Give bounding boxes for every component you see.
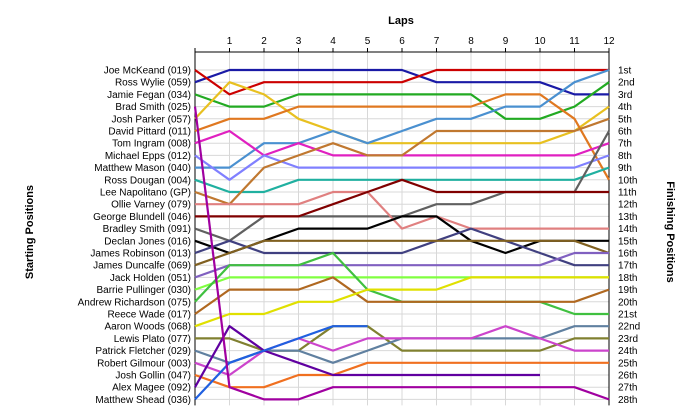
finishing-position-label: 19th <box>618 285 637 296</box>
starting-position-label: Josh Gollin (047) <box>115 371 191 382</box>
starting-position-label: Ollie Varney (079) <box>111 200 191 211</box>
finishing-position-labels: 1st2nd3rd4th5th6th7th8th9th10th11th12th1… <box>618 66 640 406</box>
starting-position-label: Alex Magee (092) <box>112 383 191 394</box>
finishing-position-label: 14th <box>618 224 637 235</box>
chart-title: Laps <box>388 15 414 27</box>
series-line <box>195 68 610 169</box>
finishing-position-label: 18th <box>618 273 637 284</box>
starting-position-label: Lee Napolitano (GP) <box>100 188 191 199</box>
starting-position-label: Jamie Fegan (034) <box>107 90 191 101</box>
starting-position-label: Matthew Shead (036) <box>95 395 191 406</box>
finishing-position-label: 2nd <box>618 78 635 89</box>
series-line <box>195 178 609 218</box>
x-tick-label: 12 <box>603 36 615 47</box>
x-tick-label: 6 <box>399 36 405 47</box>
series-line <box>194 68 609 96</box>
x-tick-label: 11 <box>569 36 580 47</box>
finishing-position-label: 28th <box>618 395 637 406</box>
starting-position-label: George Blundell (046) <box>93 212 191 223</box>
finishing-position-label: 21st <box>618 310 637 321</box>
finishing-position-label: 24th <box>618 346 637 357</box>
series-line <box>194 239 610 267</box>
finishing-position-label: 6th <box>618 127 632 138</box>
finishing-position-label: 16th <box>618 249 637 260</box>
series-line <box>194 276 610 315</box>
finishing-position-label: 26th <box>618 371 637 382</box>
left-axis-title: Starting Positions <box>24 185 36 279</box>
starting-position-label: Robert Gilmour (003) <box>97 358 191 369</box>
x-tick-label: 8 <box>468 36 474 47</box>
finishing-position-label: 8th <box>618 151 632 162</box>
starting-position-label: Declan Jones (016) <box>104 236 191 247</box>
starting-position-label: Josh Parker (057) <box>112 114 191 125</box>
finishing-position-label: 27th <box>618 383 637 394</box>
finishing-position-label: 23rd <box>618 334 638 345</box>
starting-position-label: Lewis Plato (077) <box>114 334 191 345</box>
starting-position-labels: Joe McKeand (019)Ross Wylie (059)Jamie F… <box>78 66 191 406</box>
series-line <box>194 325 368 401</box>
starting-position-label: Bradley Smith (091) <box>103 224 191 235</box>
right-axis-title: Finishing Positions <box>664 181 676 282</box>
series-line <box>194 81 610 120</box>
x-tick-label: 3 <box>296 36 302 47</box>
x-tick-label: 9 <box>503 36 509 47</box>
starting-position-label: Joe McKeand (019) <box>104 66 191 77</box>
starting-position-label: Reece Wade (017) <box>107 310 191 321</box>
series-line <box>194 325 540 388</box>
finishing-position-label: 17th <box>618 261 637 272</box>
starting-position-label: Matthew Mason (040) <box>94 163 191 174</box>
x-tick-label: 2 <box>261 36 267 47</box>
finishing-position-label: 1st <box>618 66 632 77</box>
series-line <box>194 68 609 96</box>
x-tick-labels: 1 2 3 4 5 6 7 8 9 10 11 12 <box>227 36 615 47</box>
finishing-position-label: 7th <box>618 139 632 150</box>
finishing-position-label: 22nd <box>618 322 640 333</box>
starting-position-label: Barrie Pullinger (030) <box>97 285 192 296</box>
finishing-position-label: 11th <box>618 188 637 199</box>
starting-position-label: Tom Ingram (008) <box>112 139 191 150</box>
finishing-position-label: 12th <box>618 200 637 211</box>
x-tick-label: 5 <box>365 36 371 47</box>
series-line <box>194 154 610 181</box>
starting-position-label: Brad Smith (025) <box>115 102 191 113</box>
starting-position-label: Michael Epps (012) <box>105 151 191 162</box>
starting-position-label: Andrew Richardson (075) <box>78 297 191 308</box>
x-tick-label: 1 <box>227 36 233 47</box>
starting-position-label: Jack Holden (051) <box>110 273 191 284</box>
series-line <box>194 276 609 328</box>
x-tick-label: 10 <box>534 36 546 47</box>
series-line <box>194 117 610 206</box>
series-line <box>194 361 609 389</box>
series-line <box>193 106 610 401</box>
finishing-position-label: 13th <box>618 212 637 223</box>
finishing-position-label: 4th <box>618 102 632 113</box>
finishing-position-label: 25th <box>618 358 637 369</box>
series-line <box>194 227 609 267</box>
finishing-position-label: 9th <box>618 163 632 174</box>
starting-position-label: James Duncalfe (069) <box>93 261 191 272</box>
finishing-position-label: 3rd <box>618 90 632 101</box>
series-line <box>194 81 610 145</box>
finishing-position-label: 20th <box>618 297 637 308</box>
starting-position-label: Ross Dougan (004) <box>104 175 191 186</box>
finishing-position-label: 15th <box>618 236 637 247</box>
starting-position-label: Ross Wylie (059) <box>115 78 191 89</box>
finishing-position-label: 5th <box>618 114 632 125</box>
starting-position-label: Aaron Woods (068) <box>104 322 191 333</box>
starting-position-label: David Pittard (011) <box>108 127 191 138</box>
x-tick-label: 7 <box>434 36 440 47</box>
starting-position-label: Patrick Fletcher (029) <box>95 346 191 357</box>
series-line <box>194 93 610 181</box>
series-line <box>195 190 609 230</box>
series-lines <box>193 68 610 401</box>
starting-position-label: James Robinson (013) <box>90 249 191 260</box>
x-tick-label: 4 <box>330 36 336 47</box>
finishing-position-label: 10th <box>618 175 637 186</box>
